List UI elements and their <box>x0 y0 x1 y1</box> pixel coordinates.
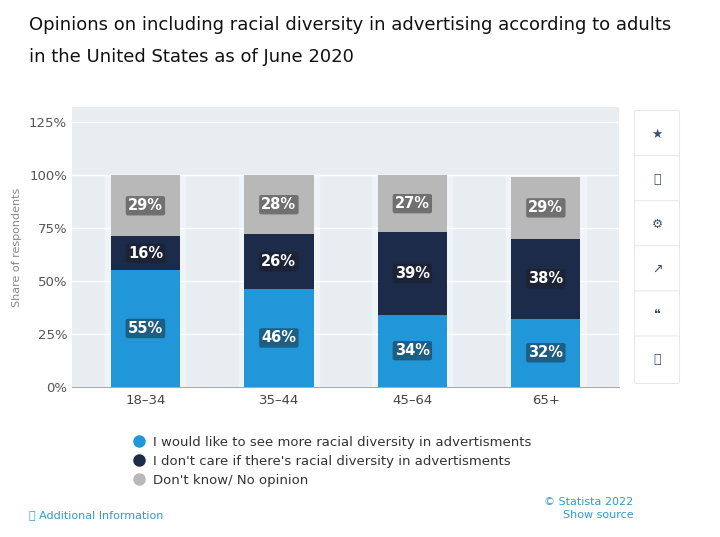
Bar <box>377 315 447 387</box>
Bar <box>111 236 180 270</box>
FancyBboxPatch shape <box>634 246 680 293</box>
Text: 28%: 28% <box>261 197 297 212</box>
Bar <box>511 319 580 387</box>
FancyBboxPatch shape <box>634 111 680 158</box>
Text: 29%: 29% <box>528 200 563 215</box>
Text: 38%: 38% <box>528 271 563 286</box>
Text: 16%: 16% <box>128 246 163 261</box>
Text: 27%: 27% <box>395 196 430 211</box>
Bar <box>377 175 447 232</box>
Text: ⚙: ⚙ <box>652 218 662 231</box>
FancyBboxPatch shape <box>634 336 680 383</box>
Bar <box>372 175 452 387</box>
Bar <box>511 238 580 319</box>
Bar <box>244 289 314 387</box>
Bar <box>511 177 580 238</box>
Text: © Statista 2022: © Statista 2022 <box>544 497 634 507</box>
Text: 39%: 39% <box>395 266 430 281</box>
Text: 46%: 46% <box>261 330 297 345</box>
Bar <box>244 175 314 234</box>
Text: ★: ★ <box>652 128 662 141</box>
Text: in the United States as of June 2020: in the United States as of June 2020 <box>29 48 354 67</box>
Text: Show source: Show source <box>563 510 634 520</box>
Text: 29%: 29% <box>128 198 163 213</box>
Text: ↗: ↗ <box>652 263 662 276</box>
Text: 🖨: 🖨 <box>653 353 661 366</box>
Bar <box>377 232 447 315</box>
Bar <box>111 270 180 387</box>
Text: 55%: 55% <box>127 321 163 336</box>
Text: ❝: ❝ <box>654 308 660 321</box>
FancyBboxPatch shape <box>634 291 680 338</box>
Legend: I would like to see more racial diversity in advertisments, I don't care if ther: I would like to see more racial diversit… <box>136 436 532 488</box>
Text: 26%: 26% <box>261 255 297 270</box>
Text: Opinions on including racial diversity in advertising according to adults: Opinions on including racial diversity i… <box>29 16 671 34</box>
Y-axis label: Share of respondents: Share of respondents <box>12 187 22 307</box>
FancyBboxPatch shape <box>634 156 680 203</box>
FancyBboxPatch shape <box>634 201 680 248</box>
Bar <box>244 234 314 289</box>
Text: 32%: 32% <box>528 345 563 360</box>
Text: 🔔: 🔔 <box>653 173 661 186</box>
Bar <box>105 175 186 387</box>
Text: 34%: 34% <box>395 343 430 358</box>
Bar <box>505 175 586 387</box>
Bar <box>111 175 180 236</box>
Text: ⓘ Additional Information: ⓘ Additional Information <box>29 510 163 520</box>
Bar <box>239 175 319 387</box>
